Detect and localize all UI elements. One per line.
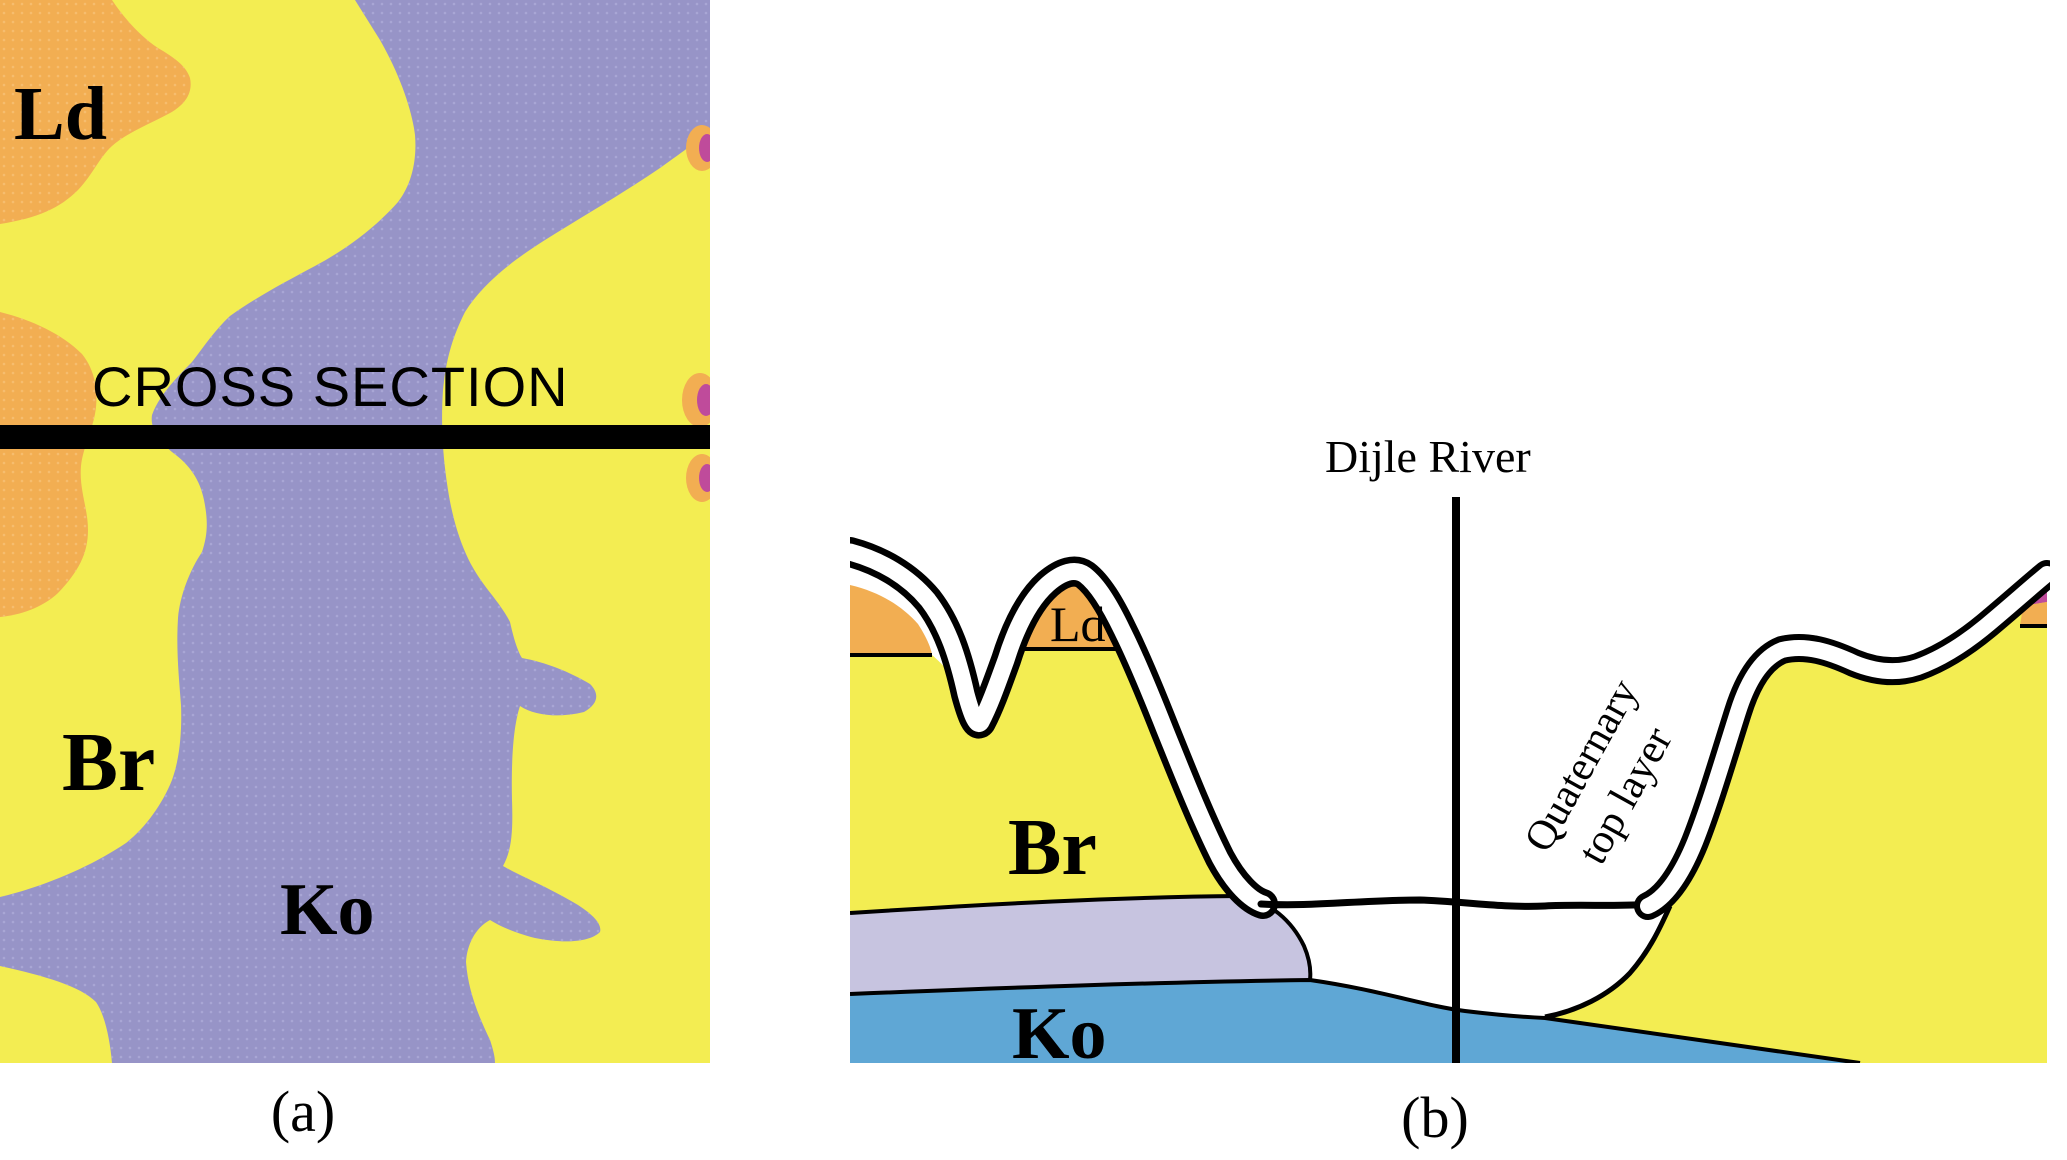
- section-label-ko: Ko: [1012, 993, 1107, 1063]
- cross-section-trace-line: [0, 425, 710, 449]
- geological-map-panel: Ld Br Ko CROSS SECTION: [0, 0, 710, 1063]
- panel-a-label: (a): [270, 1079, 336, 1144]
- spot-magenta: [699, 464, 710, 492]
- spot-magenta: [697, 384, 710, 416]
- section-label-br: Br: [1008, 804, 1097, 892]
- river-label: Dijle River: [1325, 431, 1531, 482]
- contact-ko-top: [850, 977, 1861, 1063]
- quaternary-band-left: [850, 537, 1278, 919]
- river-line: [1452, 497, 1460, 1063]
- quaternary-band-right: [1634, 560, 2050, 920]
- section-layer-ld-left: [850, 585, 932, 655]
- map-edge-spots: [682, 125, 710, 502]
- contact-valley-fill-bottom: [1544, 904, 1673, 1020]
- map-label-ko: Ko: [280, 869, 375, 951]
- section-layer-lavender: [850, 896, 1311, 994]
- section-layer-br-right: [1545, 580, 2047, 1063]
- section-label-ld: Ld: [1050, 596, 1106, 652]
- cross-section-label: CROSS SECTION: [92, 355, 569, 418]
- map-region-ko-texture: [0, 0, 710, 1063]
- spot-magenta: [699, 134, 710, 162]
- map-label-br: Br: [62, 716, 155, 809]
- map-label-ld: Ld: [14, 72, 107, 156]
- panel-b-label: (b): [1401, 1085, 1469, 1150]
- map-region-ld-texture: [0, 0, 191, 617]
- valley-floor-surface-line: [1257, 896, 1656, 910]
- cross-section-panel: Ld Br Ko Dijle River Quaternary top laye…: [850, 431, 2050, 1063]
- section-layer-ko: [850, 980, 1860, 1063]
